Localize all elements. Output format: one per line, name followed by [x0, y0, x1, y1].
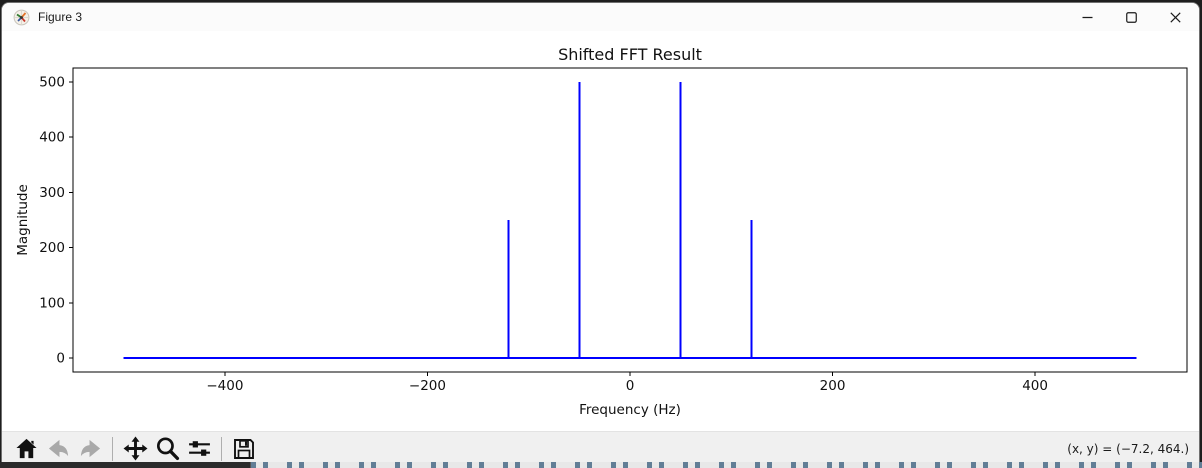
background-light-segment — [250, 462, 1202, 468]
figure-canvas[interactable]: −400 −200 0 200 400 0 100 200 300 400 500 Shifted F… — [2, 31, 1199, 431]
close-button[interactable] — [1153, 3, 1197, 31]
minimize-icon — [1082, 16, 1092, 18]
arrow-left-icon — [48, 439, 68, 458]
close-icon — [1169, 11, 1181, 23]
zoom-button[interactable] — [152, 435, 182, 463]
y-tick-label: 100 — [39, 295, 65, 311]
window-title: Figure 3 — [38, 10, 83, 24]
save-button[interactable] — [229, 435, 259, 463]
cursor-coordinates-status: (x, y) = (−7.2, 464.) — [1067, 441, 1189, 456]
x-axis-label: Frequency (Hz) — [579, 402, 681, 418]
sliders-icon — [188, 441, 210, 456]
minimize-button[interactable] — [1065, 3, 1109, 31]
arrow-right-icon — [80, 439, 100, 458]
y-axis-label: Magnitude — [15, 184, 31, 256]
magnifier-icon — [156, 437, 179, 461]
pan-button[interactable] — [120, 435, 150, 463]
home-button[interactable] — [11, 435, 41, 463]
floppy-disk-icon — [234, 438, 254, 459]
window-titlebar[interactable]: Figure 3 — [2, 3, 1199, 31]
x-tick-label: 0 — [626, 378, 635, 394]
maximize-button[interactable] — [1109, 3, 1153, 31]
background-dark-segment — [0, 462, 250, 468]
matplotlib-toolbar: (x, y) = (−7.2, 464.) — [2, 431, 1199, 462]
move-arrows-icon — [123, 436, 147, 461]
matplotlib-logo-icon — [13, 9, 30, 25]
y-tick-label: 200 — [39, 240, 65, 256]
y-tick-label: 0 — [56, 351, 65, 367]
y-tick-label: 400 — [39, 130, 65, 146]
forward-button[interactable] — [75, 435, 105, 463]
x-tick-label: 200 — [820, 378, 846, 394]
toolbar-separator — [112, 436, 113, 461]
x-tick-label: 400 — [1022, 378, 1048, 394]
window-controls — [1065, 3, 1197, 31]
toolbar-separator — [221, 436, 222, 461]
plot-border — [72, 67, 1188, 373]
configure-subplots-button[interactable] — [184, 435, 214, 463]
maximize-icon — [1125, 11, 1137, 23]
y-tick-label: 500 — [39, 74, 65, 90]
home-icon — [15, 438, 37, 459]
chart-title: Shifted FFT Result — [558, 45, 702, 64]
back-button[interactable] — [43, 435, 73, 463]
background-window-strip — [0, 462, 1202, 468]
y-tick-label: 300 — [39, 185, 65, 201]
fft-chart: −400 −200 0 200 400 0 100 200 300 400 500 Shifted F… — [15, 45, 1188, 418]
x-tick-label: −400 — [206, 378, 243, 394]
x-tick-label: −200 — [409, 378, 446, 394]
fft-magnitude-line — [123, 81, 1137, 360]
